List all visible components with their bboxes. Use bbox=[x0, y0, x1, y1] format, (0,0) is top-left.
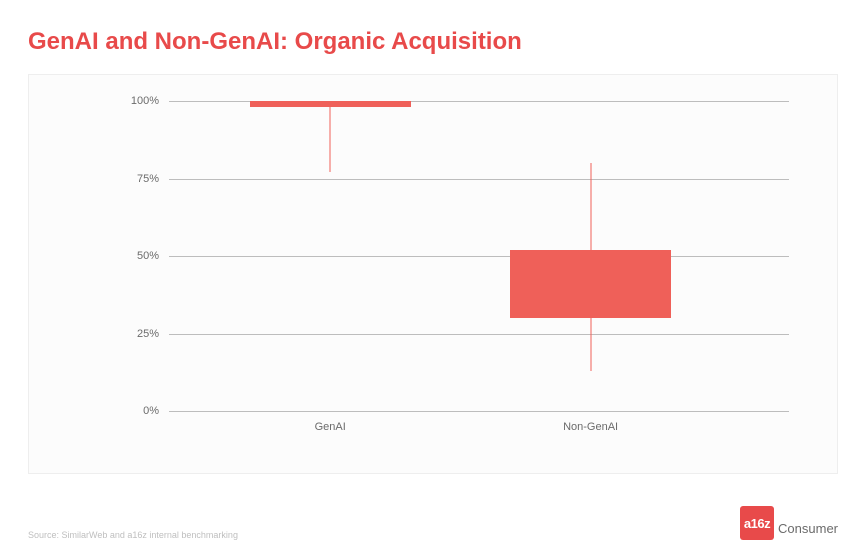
page: GenAI and Non-GenAI: Organic Acquisition… bbox=[0, 0, 866, 558]
box-whisker bbox=[330, 101, 331, 172]
source-text: Source: SimilarWeb and a16z internal ben… bbox=[28, 530, 238, 540]
y-axis-label: 75% bbox=[137, 173, 159, 185]
gridline bbox=[169, 334, 789, 335]
y-axis-label: 0% bbox=[143, 405, 159, 417]
y-axis-label: 25% bbox=[137, 328, 159, 340]
logo-mark-text: a16z bbox=[744, 516, 770, 531]
box bbox=[510, 250, 671, 318]
box bbox=[250, 101, 411, 107]
y-axis-label: 100% bbox=[131, 95, 159, 107]
x-axis-label: GenAI bbox=[315, 421, 346, 433]
gridline bbox=[169, 256, 789, 257]
y-axis-label: 50% bbox=[137, 250, 159, 262]
brand-logo: a16z Consumer bbox=[740, 506, 838, 540]
plot-area: 0%25%50%75%100%GenAINon-GenAI bbox=[169, 101, 789, 411]
gridline bbox=[169, 411, 789, 412]
gridline bbox=[169, 179, 789, 180]
chart-title: GenAI and Non-GenAI: Organic Acquisition bbox=[28, 28, 838, 56]
logo-mark: a16z bbox=[740, 506, 774, 540]
chart-card: 0% 25% 50% 75% 100% GenAI Non-GenAI bbox=[28, 74, 838, 474]
logo-suffix-text: Consumer bbox=[778, 521, 838, 540]
footer: Source: SimilarWeb and a16z internal ben… bbox=[28, 506, 838, 540]
x-axis-label: Non-GenAI bbox=[563, 421, 618, 433]
